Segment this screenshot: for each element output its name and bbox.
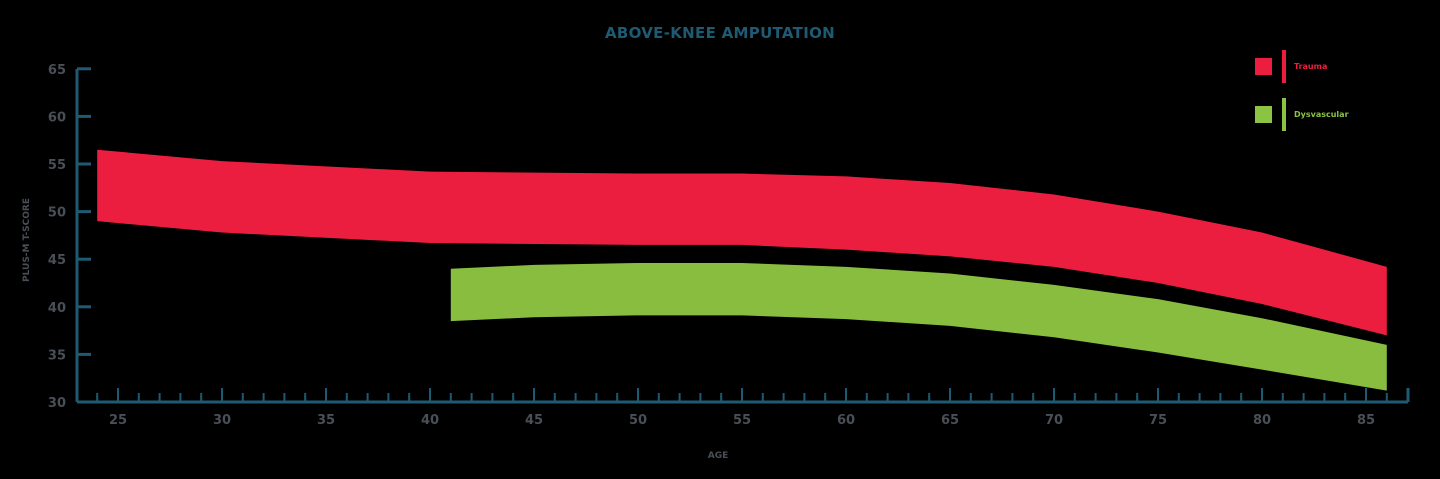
x-tick-label: 55 [733,413,751,428]
x-tick-label: 85 [1357,413,1375,428]
x-axis-label: AGE [708,451,729,461]
x-tick-label: 35 [317,413,335,428]
y-tick-label: 65 [48,63,66,78]
x-tick-label: 70 [1045,413,1063,428]
x-tick-label: 45 [525,413,543,428]
x-tick-label: 60 [837,413,855,428]
x-tick-label: 80 [1253,413,1271,428]
y-tick-label: 35 [48,348,66,363]
x-tick-label: 40 [421,413,439,428]
y-tick-label: 30 [48,396,66,411]
x-tick-label: 25 [109,413,127,428]
x-tick-label: 65 [941,413,959,428]
legend-item-trauma: Trauma [1255,50,1327,83]
legend-item-dysvascular: Dysvascular [1255,98,1349,131]
y-tick-label: 45 [48,253,66,268]
band-dysvascular [450,263,1387,391]
chart-title: ABOVE-KNEE AMPUTATION [604,24,835,42]
x-tick-label: 50 [629,413,647,428]
legend-label-dysvascular: Dysvascular [1294,110,1349,119]
band-trauma [97,149,1387,336]
legend-bar-trauma [1282,50,1286,83]
y-axis-label: PLUS-M T-SCORE [22,198,32,282]
x-tick-label: 30 [213,413,231,428]
y-tick-label: 40 [48,301,66,316]
x-tick-label: 75 [1149,413,1167,428]
y-tick-label: 50 [48,206,66,221]
y-tick-label: 60 [48,110,66,125]
legend-swatch-trauma [1255,58,1272,75]
legend-bar-dysvascular [1282,98,1286,131]
y-tick-label: 55 [48,158,66,173]
legend-swatch-dysvascular [1255,106,1272,123]
legend-label-trauma: Trauma [1294,62,1328,71]
